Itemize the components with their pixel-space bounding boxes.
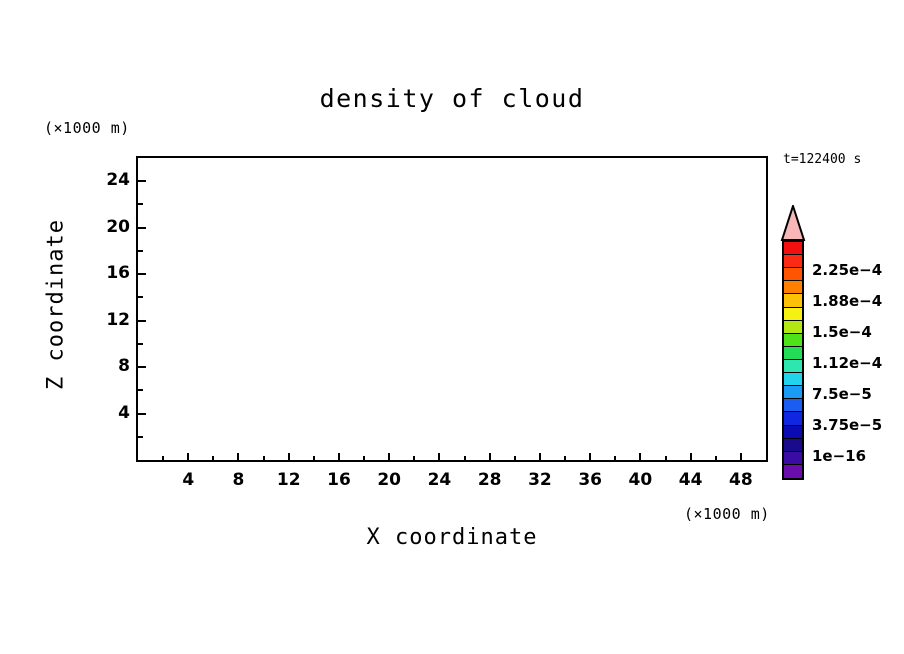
x-tick-minor bbox=[363, 456, 366, 462]
colorbar-band bbox=[784, 386, 802, 400]
x-tick-major bbox=[689, 453, 692, 462]
x-tick-major bbox=[237, 453, 240, 462]
x-tick-major bbox=[388, 453, 391, 462]
x-tick-minor bbox=[714, 456, 717, 462]
x-axis-units-label: (×1000 m) bbox=[684, 505, 770, 523]
colorbar-band bbox=[784, 294, 802, 308]
z-axis-units-label: (×1000 m) bbox=[44, 119, 130, 137]
colorbar-band bbox=[784, 359, 802, 374]
x-tick-label: 48 bbox=[729, 470, 753, 490]
x-tick-label: 32 bbox=[528, 470, 552, 490]
x-tick-label: 44 bbox=[678, 470, 703, 490]
y-tick-label: 24 bbox=[106, 170, 130, 191]
colorbar-band bbox=[784, 451, 802, 465]
colorbar-band bbox=[784, 464, 802, 478]
colorbar-band bbox=[784, 281, 802, 295]
x-tick-major bbox=[287, 453, 290, 462]
colorbar-band bbox=[784, 425, 802, 439]
x-tick-major bbox=[488, 453, 491, 462]
y-tick-minor bbox=[137, 203, 143, 206]
x-tick-minor bbox=[212, 456, 215, 462]
y-tick-label: 12 bbox=[106, 309, 130, 330]
y-tick-major bbox=[137, 412, 146, 415]
colorbar-band bbox=[784, 255, 802, 269]
x-tick-minor bbox=[463, 456, 466, 462]
x-tick-label: 4 bbox=[182, 470, 195, 490]
x-tick-minor bbox=[262, 456, 265, 462]
colorbar bbox=[782, 240, 804, 480]
plot-frame bbox=[136, 156, 768, 462]
colorbar-band bbox=[784, 307, 802, 321]
colorbar-band bbox=[784, 399, 802, 413]
x-tick-major bbox=[739, 453, 742, 462]
y-tick-major bbox=[137, 319, 146, 322]
y-tick-major bbox=[137, 180, 146, 183]
colorbar-band bbox=[784, 333, 802, 347]
x-tick-minor bbox=[312, 456, 315, 462]
y-tick-minor bbox=[137, 342, 143, 345]
colorbar-band bbox=[784, 373, 802, 387]
x-tick-minor bbox=[513, 456, 516, 462]
colorbar-tick-label: 2.25e−4 bbox=[812, 260, 883, 279]
x-tick-label: 40 bbox=[628, 470, 653, 490]
y-tick-major bbox=[137, 273, 146, 276]
colorbar-tick-label: 3.75e−5 bbox=[812, 416, 883, 435]
y-tick-minor bbox=[137, 389, 143, 392]
y-tick-label: 4 bbox=[118, 402, 130, 423]
colorbar-tick-label: 7.5e−5 bbox=[812, 385, 872, 404]
colorbar-band bbox=[784, 412, 802, 426]
x-tick-label: 16 bbox=[327, 470, 351, 490]
colorbar-band bbox=[784, 268, 802, 282]
x-tick-major bbox=[438, 453, 441, 462]
x-tick-major bbox=[589, 453, 592, 462]
y-tick-label: 8 bbox=[118, 356, 130, 377]
y-tick-label: 20 bbox=[106, 216, 130, 237]
x-tick-minor bbox=[564, 456, 567, 462]
z-axis-title: Z coordinate bbox=[43, 219, 69, 390]
x-tick-major bbox=[187, 453, 190, 462]
x-tick-label: 28 bbox=[477, 470, 502, 490]
x-tick-major bbox=[538, 453, 541, 462]
x-tick-minor bbox=[413, 456, 416, 462]
time-stamp-annotation: t=122400 s bbox=[783, 152, 862, 167]
colorbar-tick-label: 1.88e−4 bbox=[812, 291, 883, 310]
page-title: density of cloud bbox=[319, 84, 585, 113]
x-tick-label: 36 bbox=[578, 470, 602, 490]
x-tick-label: 8 bbox=[232, 470, 245, 490]
y-tick-minor bbox=[137, 435, 143, 438]
colorbar-band bbox=[784, 438, 802, 452]
x-tick-label: 24 bbox=[427, 470, 452, 490]
y-tick-major bbox=[137, 226, 146, 229]
x-tick-major bbox=[337, 453, 340, 462]
x-tick-label: 12 bbox=[276, 470, 301, 490]
x-tick-minor bbox=[614, 456, 617, 462]
x-tick-minor bbox=[162, 456, 165, 462]
colorbar-tick-label: 1.12e−4 bbox=[812, 354, 883, 372]
x-axis-title: X coordinate bbox=[366, 525, 538, 550]
colorbar-tick-label: 1e−16 bbox=[812, 447, 867, 466]
y-tick-label: 16 bbox=[106, 263, 130, 284]
x-tick-label: 20 bbox=[377, 470, 402, 490]
y-tick-major bbox=[137, 366, 146, 369]
y-tick-minor bbox=[137, 296, 143, 299]
colorbar-band bbox=[784, 346, 802, 360]
y-tick-minor bbox=[137, 249, 143, 252]
x-tick-minor bbox=[664, 456, 667, 462]
colorbar-tick-label: 1.5e−4 bbox=[812, 322, 872, 341]
colorbar-over-arrow-icon bbox=[780, 205, 806, 241]
colorbar-band bbox=[784, 242, 802, 256]
colorbar-band bbox=[784, 320, 802, 334]
x-tick-major bbox=[639, 453, 642, 462]
